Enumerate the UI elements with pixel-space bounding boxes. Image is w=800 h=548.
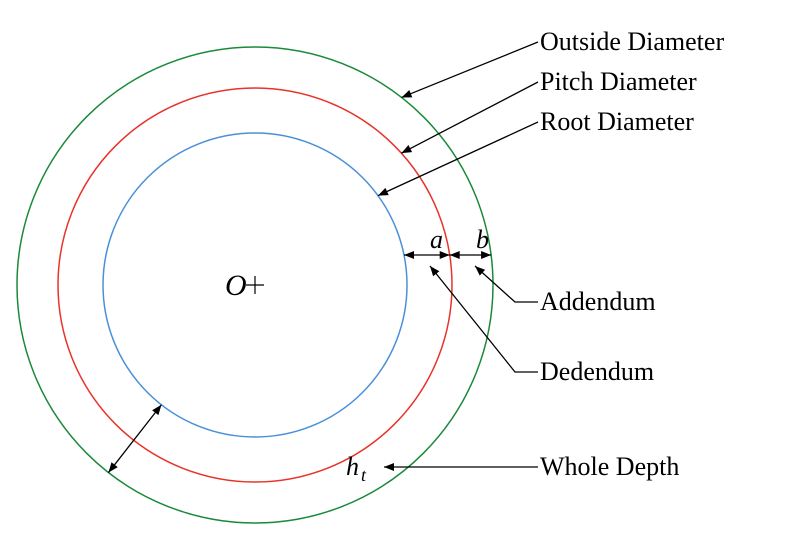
- symbol-a: a: [430, 225, 443, 254]
- label-outside-diameter: Outside Diameter: [540, 27, 724, 56]
- symbol-b: b: [476, 225, 489, 254]
- symbol-ht-h: h: [346, 452, 359, 481]
- label-whole-depth: Whole Depth: [540, 452, 679, 481]
- label-root-diameter: Root Diameter: [540, 107, 694, 136]
- label-pitch-diameter: Pitch Diameter: [540, 67, 697, 96]
- label-dedendum: Dedendum: [540, 357, 654, 386]
- label-addendum: Addendum: [540, 287, 656, 316]
- symbol-ht-t: t: [361, 465, 367, 485]
- center-label: O: [225, 269, 247, 302]
